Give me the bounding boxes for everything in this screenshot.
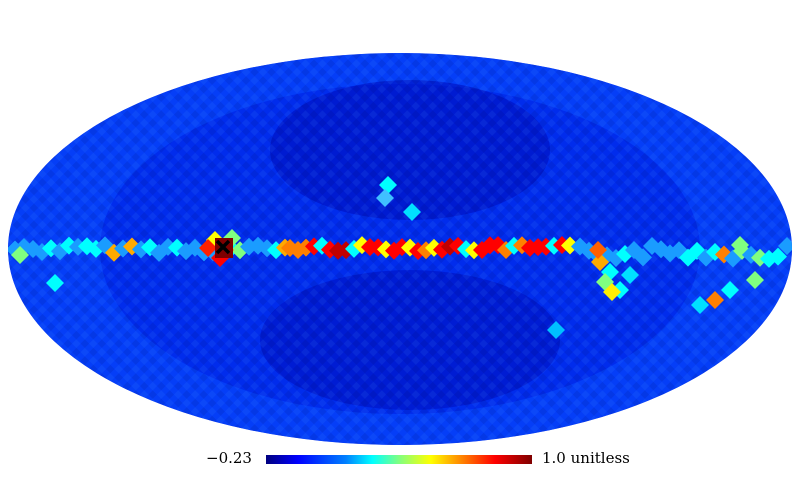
plane-pixel-right [634, 248, 652, 267]
far-right-pixel [706, 291, 724, 309]
plane-pixel-right [760, 249, 778, 268]
colorbar-min-label: −0.23 [206, 449, 252, 467]
plane-pixel-right [769, 247, 787, 266]
cyan-blob-pixel [376, 189, 394, 207]
colorbar-max-label: 1.0 [542, 449, 566, 467]
right-clump-pixel [621, 266, 639, 284]
plane-pixel-right [778, 237, 792, 256]
bright-source-pixel [199, 239, 217, 257]
plane-pixel-right [625, 241, 643, 260]
marker-cross-b [215, 239, 231, 255]
colorbar: −0.23 1.0 unitless [200, 448, 660, 472]
plane-pixel-right [742, 245, 760, 264]
far-right-pixel [721, 281, 739, 299]
far-right-pixel [746, 271, 764, 289]
cyan-blob-pixel [379, 176, 397, 194]
right-clump-pixel [589, 241, 607, 259]
cyan-blob-pixel [403, 203, 421, 221]
plane-pixel-right [697, 248, 715, 267]
far-right-pixel [691, 296, 709, 314]
cyan-blob-pixel [547, 321, 565, 339]
right-clump-pixel [603, 283, 621, 301]
colorbar-max-group: 1.0 unitless [542, 449, 630, 467]
cyan-blob-pixel [11, 246, 29, 264]
plane-pixel-left [258, 239, 276, 258]
cyan-blob-pixel [46, 274, 64, 292]
colorbar-unit-label: unitless [570, 449, 630, 467]
right-clump-pixel [591, 253, 609, 271]
far-right-pixel [731, 236, 749, 254]
colorbar-gradient [266, 455, 532, 464]
